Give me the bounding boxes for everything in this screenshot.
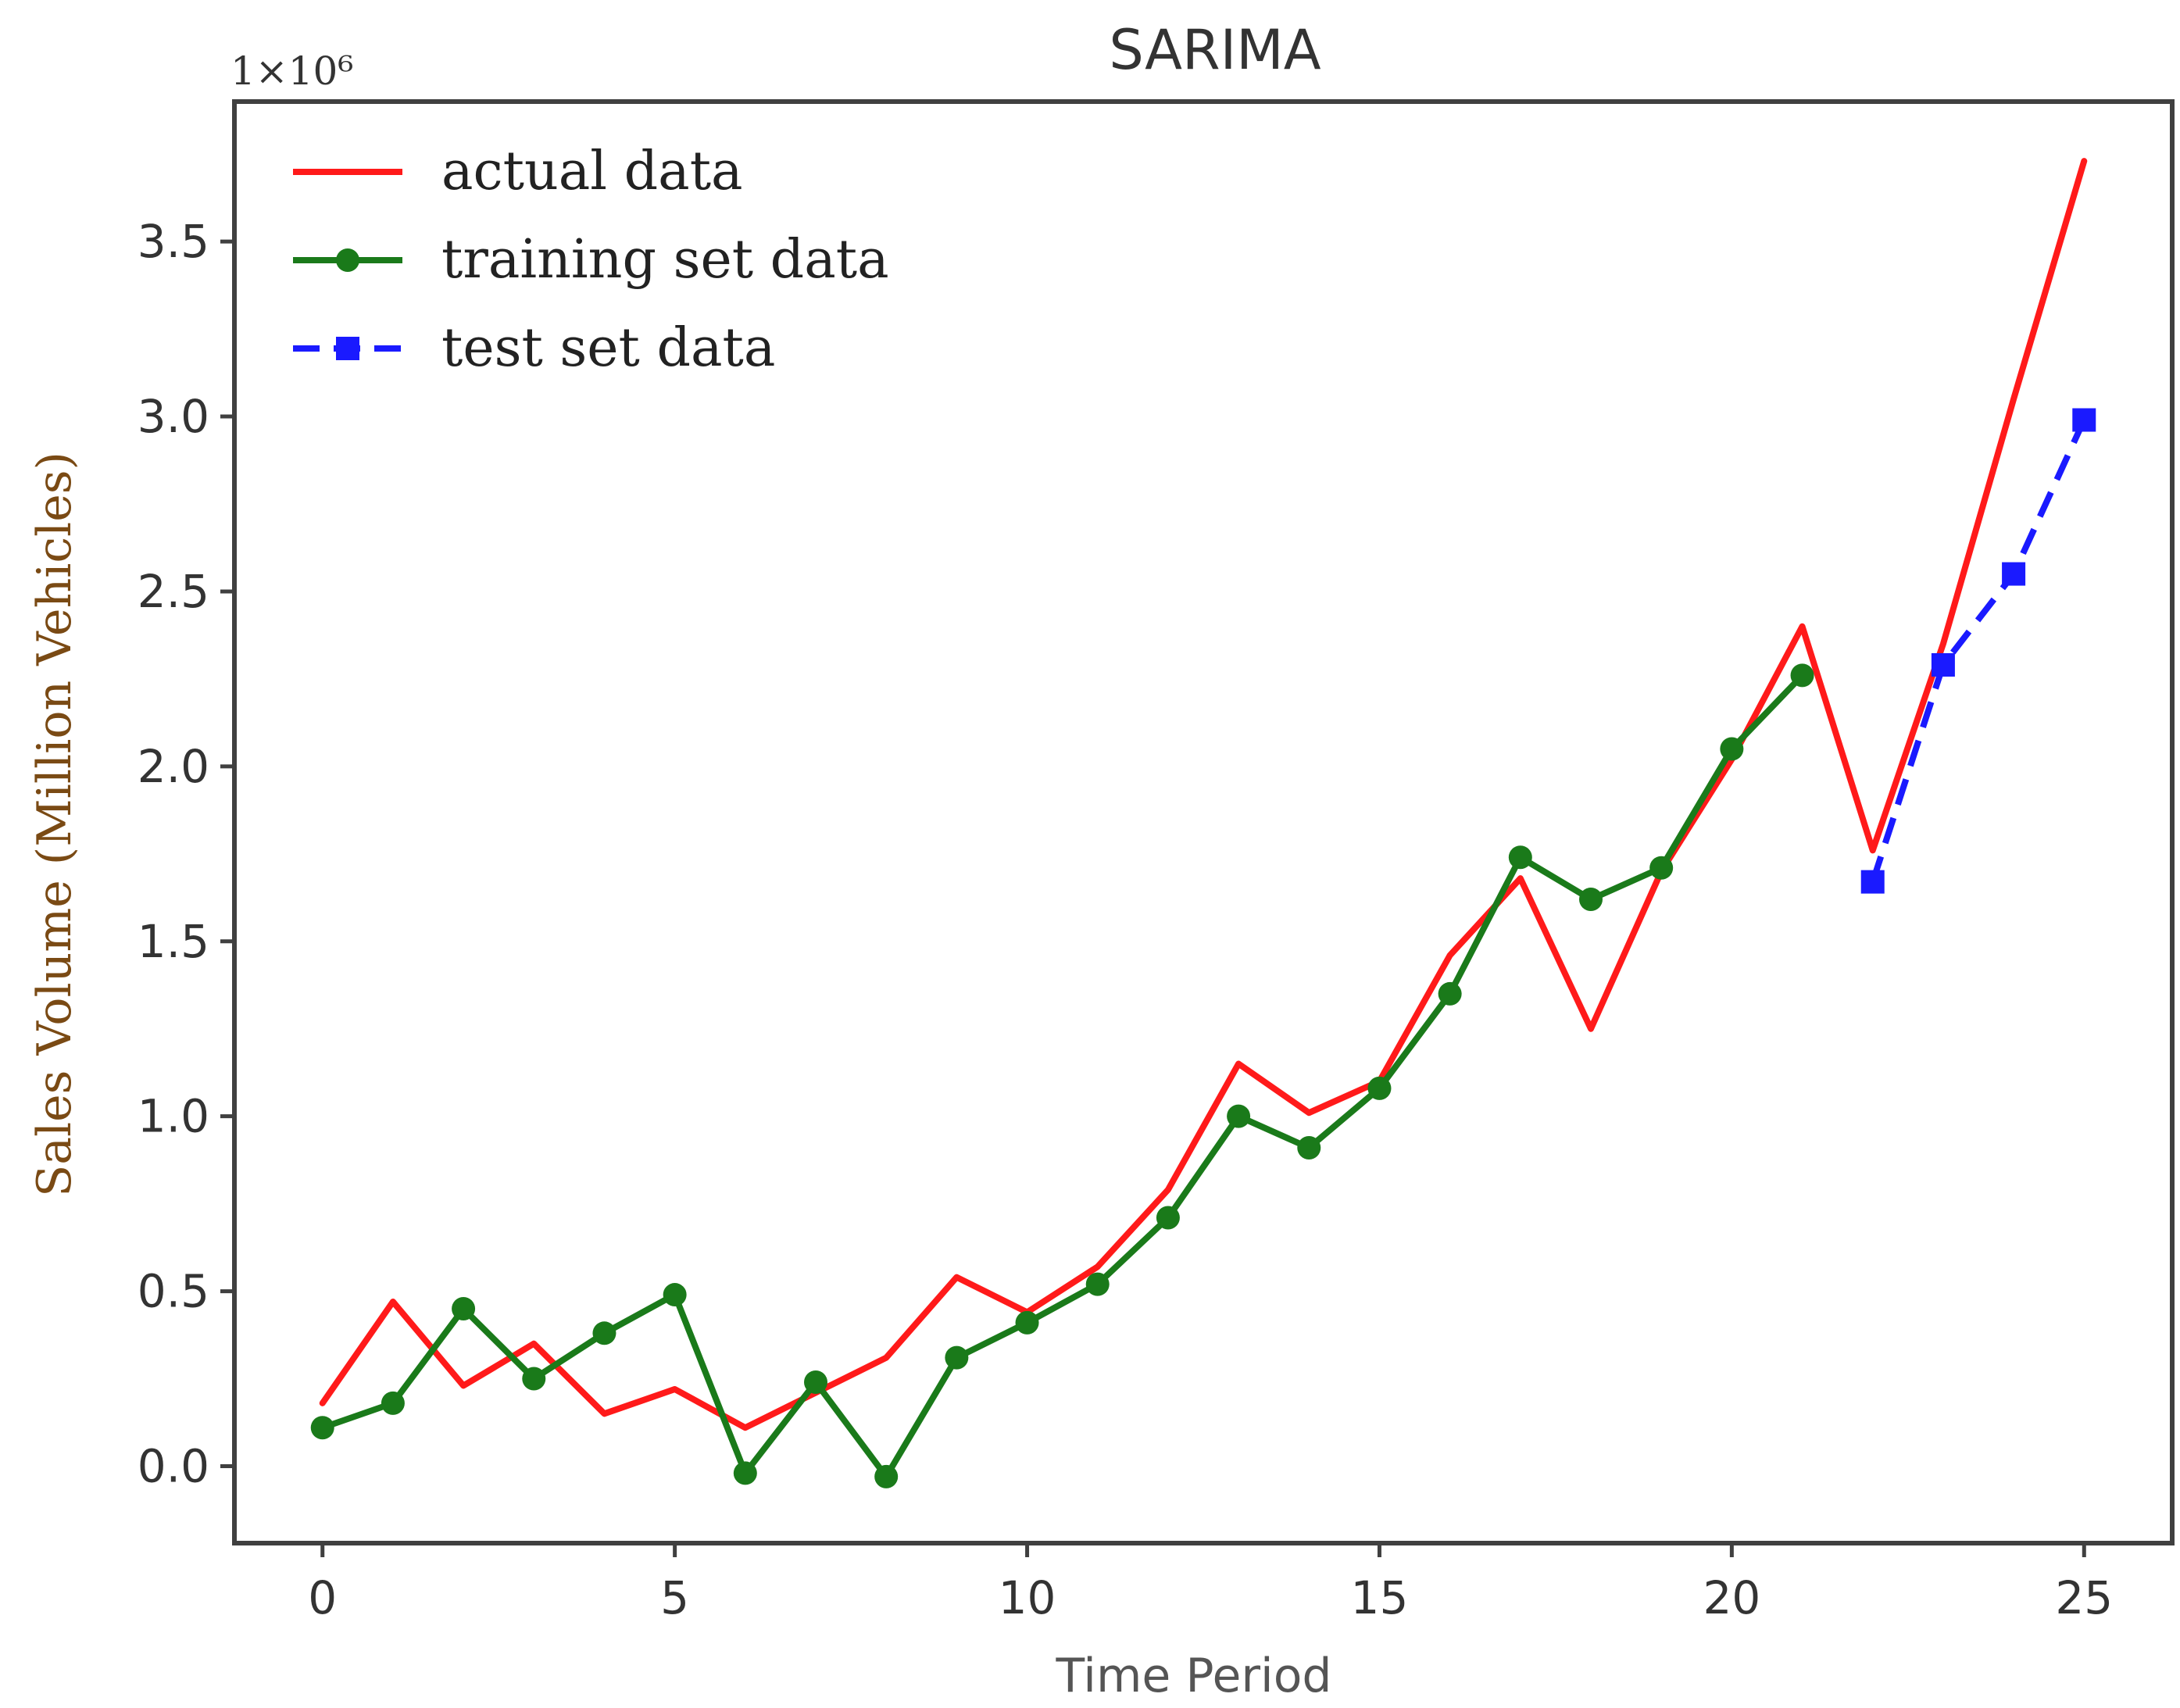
series-point-circle bbox=[1015, 1310, 1039, 1335]
series-point-circle bbox=[1438, 981, 1462, 1006]
y-axis-multiplier: 1×10⁶ bbox=[231, 48, 353, 94]
series-point-square bbox=[1931, 652, 1955, 677]
series-point-circle bbox=[522, 1367, 546, 1391]
series-point-circle bbox=[1227, 1104, 1251, 1128]
series-point-square bbox=[2002, 562, 2026, 586]
y-tick-label: 0.5 bbox=[138, 1265, 209, 1318]
legend-marker-square bbox=[336, 337, 359, 360]
y-tick-label: 1.0 bbox=[138, 1090, 209, 1143]
series-line-0 bbox=[319, 158, 2088, 1431]
series-point-circle bbox=[1790, 663, 1814, 688]
y-tick-label: 0.0 bbox=[138, 1439, 209, 1492]
y-tick-label: 1.5 bbox=[138, 915, 209, 968]
series-point-circle bbox=[1156, 1206, 1180, 1230]
series-point-circle bbox=[1085, 1272, 1110, 1296]
plot-area-frame bbox=[232, 99, 2175, 1545]
series-line-2 bbox=[1869, 418, 2087, 883]
series-line-1 bbox=[319, 672, 1806, 1480]
series-point-circle bbox=[592, 1321, 616, 1345]
series-point-circle bbox=[310, 1416, 334, 1440]
legend-label-0: actual data bbox=[441, 141, 743, 202]
x-axis-label: Time Period bbox=[1056, 1649, 1332, 1703]
series-point-square bbox=[2072, 408, 2096, 432]
chart-title: SARIMA bbox=[1109, 18, 1321, 82]
series-point-circle bbox=[663, 1283, 687, 1307]
series-point-circle bbox=[1508, 845, 1532, 870]
axis-ticks: 0 5 10 15 20 25 0.0 0.5 1.0 1.5 2.0 2.5 3.0 3.5 bbox=[138, 215, 2113, 1624]
x-tick-label: 20 bbox=[1703, 1571, 1760, 1624]
series-point-circle bbox=[1579, 888, 1603, 912]
series-point-circle bbox=[1649, 856, 1674, 880]
series-point-circle bbox=[452, 1296, 476, 1320]
y-tick-label: 2.0 bbox=[138, 740, 209, 793]
series-point-square bbox=[1860, 870, 1885, 894]
x-tick-label: 5 bbox=[660, 1571, 689, 1624]
y-tick-label: 3.0 bbox=[138, 390, 209, 443]
series-point-circle bbox=[804, 1370, 827, 1395]
y-tick-label: 2.5 bbox=[138, 565, 209, 618]
series-point-circle bbox=[381, 1391, 405, 1415]
series-point-circle bbox=[733, 1461, 757, 1485]
series-point-circle bbox=[945, 1345, 969, 1370]
y-axis-label: Sales Volume (Million Vehicles) bbox=[27, 452, 82, 1197]
series-point-circle bbox=[1367, 1076, 1392, 1100]
series-point-circle bbox=[1720, 737, 1744, 761]
series-layer bbox=[310, 158, 2096, 1488]
y-tick-label: 3.5 bbox=[138, 215, 209, 268]
x-tick-label: 0 bbox=[308, 1571, 337, 1624]
series-point-circle bbox=[1297, 1135, 1321, 1160]
legend-label-1: training set data bbox=[441, 229, 889, 291]
series-point-circle bbox=[874, 1464, 899, 1488]
legend-marker-circle bbox=[336, 248, 359, 272]
legend-label-2: test set data bbox=[441, 317, 775, 379]
x-tick-label: 15 bbox=[1351, 1571, 1409, 1624]
legend: actual data training set data test set dat… bbox=[293, 141, 889, 379]
x-tick-label: 10 bbox=[999, 1571, 1056, 1624]
x-tick-label: 25 bbox=[2055, 1571, 2113, 1624]
